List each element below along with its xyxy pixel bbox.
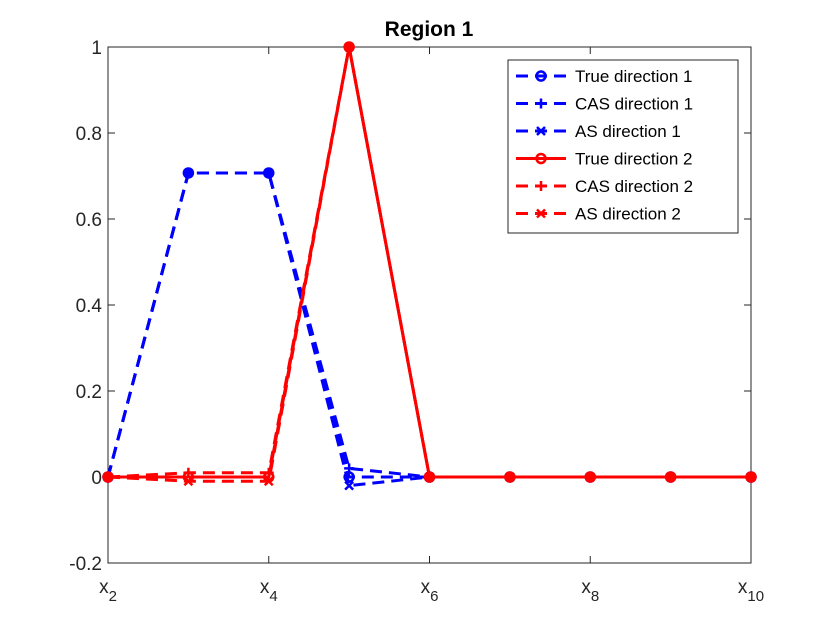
- legend-marker: [536, 98, 546, 109]
- x-tick-label: x2: [99, 577, 117, 605]
- legend-marker: [535, 70, 547, 82]
- x-tick-label: x6: [421, 577, 439, 605]
- x-tick-label: x10: [738, 577, 764, 605]
- x-tick-label-subscript: 4: [269, 588, 277, 605]
- legend-entry: True direction 1: [516, 67, 692, 86]
- y-tick-label: 1: [91, 38, 102, 59]
- x-tick-label-subscript: 8: [591, 588, 599, 605]
- data-point: [665, 472, 676, 482]
- legend-box: [507, 59, 739, 234]
- legend-marker: [536, 126, 546, 136]
- y-tick-label: 0: [91, 468, 102, 489]
- data-point: [424, 472, 435, 482]
- legend-entry: AS direction 1: [516, 122, 681, 141]
- coincident-points: [103, 42, 756, 482]
- x-tick-label: x4: [260, 577, 278, 605]
- legend-label: AS direction 1: [575, 122, 681, 141]
- y-tick-label: 0.4: [76, 296, 103, 317]
- x-tick-label-base: x: [421, 577, 431, 598]
- legend-entry: True direction 2: [516, 150, 692, 169]
- x-tick-label: x8: [581, 577, 599, 605]
- x-tick-label-subscript: 10: [747, 588, 764, 605]
- data-point: [344, 42, 355, 52]
- legend-label: True direction 1: [575, 67, 692, 86]
- x-tick-label-base: x: [581, 577, 591, 598]
- chart-title: Region 1: [385, 18, 474, 41]
- legend-label: True direction 2: [575, 150, 692, 169]
- legend-entry: CAS direction 1: [516, 95, 693, 114]
- legend-label: AS direction 2: [575, 205, 681, 224]
- legend-entry: CAS direction 2: [516, 177, 693, 196]
- data-point: [263, 167, 274, 178]
- x-tick-label-subscript: 6: [430, 588, 438, 605]
- x-tick-label-base: x: [260, 577, 270, 598]
- data-point: [585, 472, 596, 482]
- data-point: [182, 471, 195, 483]
- data-point: [504, 472, 515, 482]
- legend-label: CAS direction 2: [575, 177, 693, 196]
- y-tick-label: 0.6: [76, 210, 102, 231]
- x-tick-label-subscript: 2: [109, 588, 117, 605]
- x-axis: x2 x4 x6 x8 x10: [99, 47, 764, 605]
- x-tick-label-base: x: [738, 577, 748, 598]
- legend-entry: AS direction 2: [516, 205, 681, 224]
- y-tick-label: 0.2: [76, 382, 102, 403]
- x-tick-label-base: x: [99, 577, 109, 598]
- legend-marker: [536, 208, 546, 219]
- data-point: [746, 472, 756, 482]
- data-point: [344, 463, 355, 474]
- series-layer: [102, 41, 757, 491]
- legend: True direction 1 CAS direction 1 AS direct…: [507, 59, 739, 234]
- y-axis: -0.2 0 0.2 0.4 0.6 0.8 1: [69, 38, 751, 575]
- data-point: [344, 480, 355, 491]
- data-point: [263, 471, 275, 483]
- legend-label: CAS direction 1: [575, 95, 693, 114]
- legend-marker: [535, 152, 547, 165]
- data-point: [183, 167, 194, 178]
- y-tick-label: 0.8: [76, 124, 102, 145]
- legend-marker: [536, 181, 546, 191]
- data-point: [103, 472, 113, 482]
- y-tick-label: -0.2: [69, 554, 102, 575]
